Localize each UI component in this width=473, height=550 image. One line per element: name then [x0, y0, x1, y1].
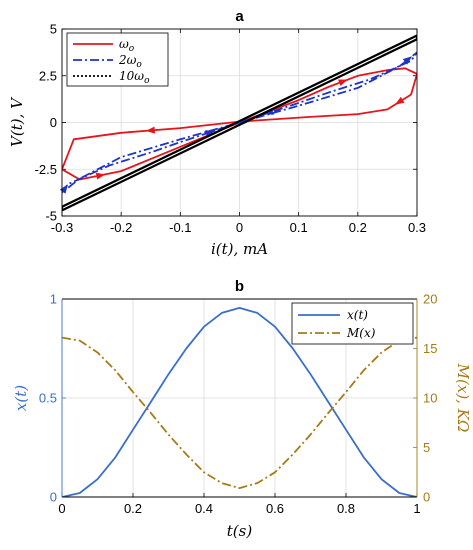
- panel-a-xlabel: i(t), mA: [211, 240, 268, 258]
- panel-a-xtick-label: 0.1: [290, 220, 308, 235]
- panel-b-legend: x(t) M(x): [291, 302, 414, 345]
- panel-b-right-tick-label: 10: [423, 391, 437, 406]
- panel-b-xtick-label: 0.6: [266, 501, 284, 516]
- panel-b-right-tick-label: 0: [423, 490, 430, 505]
- panel-a-legend-label: ωo: [119, 37, 135, 54]
- panel-b-right-ylabel: M(x), KΩ: [454, 363, 472, 433]
- panel-a-direction-arrow: [59, 184, 68, 194]
- panel-b-xtick-label: 0.8: [337, 501, 355, 516]
- panel-a: -0.3 -0.2 -0.1 0 0.1 0.2 0.3 -5 -2.5 0 2.5 5 a i(t), …: [8, 8, 426, 258]
- panel-b-xtick-label: 0.4: [195, 501, 213, 516]
- panel-b-legend-box: [291, 302, 414, 345]
- panel-b-right-tick-label: 20: [423, 292, 437, 307]
- panel-a-xtick-label: 0.2: [349, 220, 367, 235]
- panel-b-legend-label: x(t): [347, 308, 368, 322]
- panel-a-ytick-label: 0: [50, 115, 57, 130]
- panel-a-series-line: [62, 67, 417, 181]
- panel-a-xtick-label: 0: [236, 220, 243, 235]
- panel-a-direction-arrow: [402, 56, 413, 65]
- panel-a-ytick-label: 2.5: [39, 68, 57, 83]
- panel-a-legend-label-sub: o: [129, 44, 135, 54]
- panel-a-direction-arrow: [338, 79, 348, 87]
- panel-b-title: b: [235, 278, 244, 295]
- panel-a-title: a: [235, 8, 244, 25]
- panel-a-series-line: [62, 51, 417, 194]
- panel-a-direction-arrow: [205, 130, 215, 137]
- panel-b-xtick-label: 1: [413, 501, 420, 516]
- panel-b-right-tick-label: 5: [423, 440, 430, 455]
- panel-b-xtick-label: 0.2: [124, 501, 142, 516]
- panel-a-direction-arrow: [145, 126, 156, 134]
- panel-a-legend-label-sub: o: [136, 60, 142, 70]
- panel-b-series-line: [62, 307, 417, 497]
- panel-b-left-ylabel: x(t): [12, 385, 30, 411]
- panel-a-ytick-label: -5: [45, 209, 57, 224]
- panel-a-ylabel: V(t), V: [8, 96, 26, 147]
- panel-a-legend-box: [66, 32, 169, 87]
- panel-a-xtick-label: 0.3: [408, 220, 426, 235]
- panel-a-direction-arrow: [95, 172, 106, 180]
- panel-b-series-line: [62, 336, 417, 489]
- panel-b-right-tick-label: 15: [423, 341, 437, 356]
- panel-b-left-tick-label: 0: [50, 490, 57, 505]
- panel-a-legend-label: 2ωo: [118, 53, 142, 70]
- panel-a-xtick-label: -0.2: [110, 220, 132, 235]
- panel-b-legend-label: M(x): [346, 326, 376, 340]
- panel-a-legend-label: 10ωo: [119, 69, 150, 86]
- panel-b-left-tick-label: 1: [50, 292, 57, 307]
- panel-b-xlabel: t(s): [227, 522, 253, 540]
- panel-a-legend-label-sub: o: [144, 76, 150, 86]
- panel-a-frame: [61, 28, 418, 217]
- panel-a-legend-label-main: 2ω: [118, 53, 137, 67]
- panel-b-left-tick-label: 0.5: [39, 391, 57, 406]
- panel-a-ytick-label: -2.5: [35, 162, 57, 177]
- panel-a-legend-label-main: ω: [119, 37, 129, 51]
- panel-a-series-line: [62, 34, 417, 212]
- panel-a-direction-arrow: [395, 96, 405, 105]
- panel-a-ytick-label: 5: [50, 22, 57, 37]
- panel-a-xtick-label: -0.3: [51, 220, 73, 235]
- panel-a-legend-label-main: 10ω: [119, 69, 144, 83]
- panel-b-xtick-label: 0: [58, 501, 65, 516]
- panel-a-xtick-label: -0.1: [169, 220, 191, 235]
